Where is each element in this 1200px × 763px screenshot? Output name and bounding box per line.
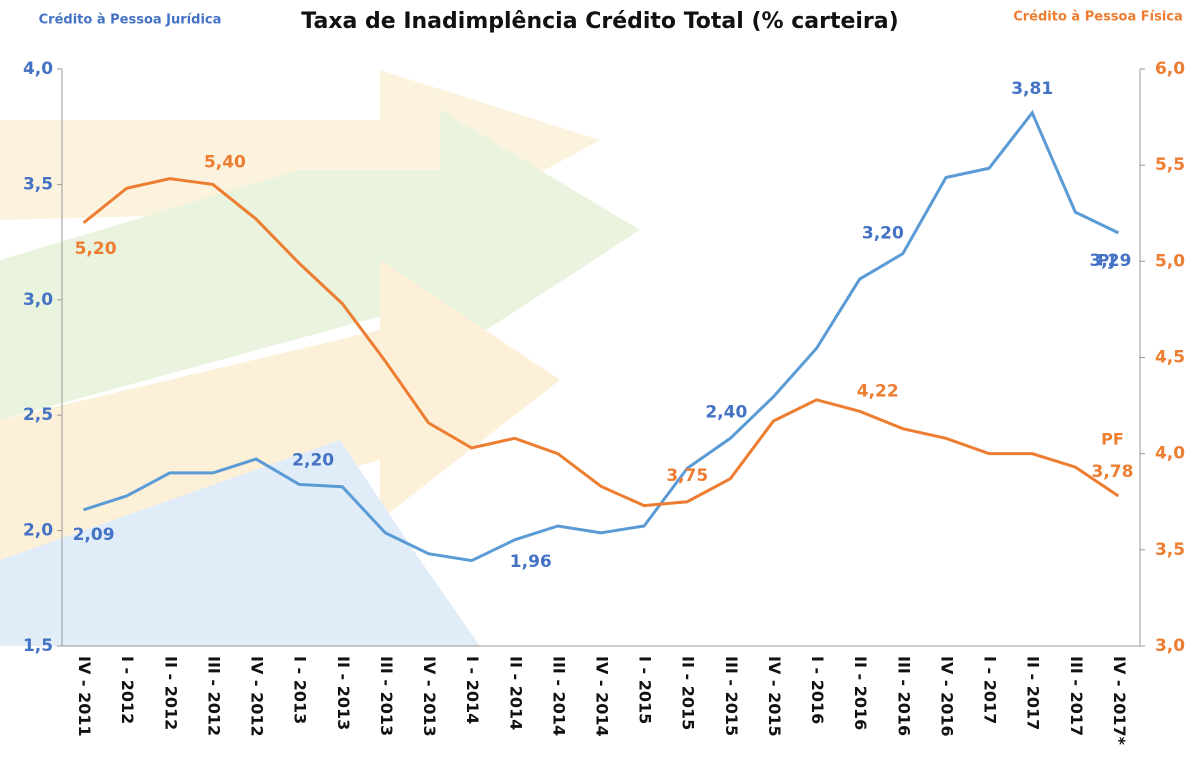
x-tick-label: I - 2013 xyxy=(291,656,310,724)
data-label: 2,20 xyxy=(292,450,334,470)
y2-axis-title: Crédito à Pessoa Física xyxy=(1013,10,1183,25)
x-tick-label: III - 2015 xyxy=(722,656,741,736)
x-tick-label: II - 2017 xyxy=(1024,656,1043,730)
y2-tick-label: 5,5 xyxy=(1155,155,1185,175)
y-tick-label: 2,0 xyxy=(23,521,53,541)
y-tick-label: 4,0 xyxy=(23,59,53,79)
x-tick-label: IV - 2014 xyxy=(593,656,612,737)
y2-tick-label: 5,0 xyxy=(1155,251,1185,271)
y2-tick-label: 4,5 xyxy=(1155,348,1185,368)
data-label: 3,75 xyxy=(666,466,708,486)
data-label: 3,81 xyxy=(1011,79,1053,99)
data-label: 3,78 xyxy=(1091,462,1133,482)
data-label: 2,09 xyxy=(73,525,115,545)
x-tick-label: II - 2013 xyxy=(334,656,353,730)
x-tick-label: IV - 2013 xyxy=(420,656,439,737)
chart: Taxa de Inadimplência Crédito Total (% c… xyxy=(0,0,1200,759)
x-tick-label: IV - 2012 xyxy=(248,656,267,737)
y-tick-label: 3,0 xyxy=(23,290,53,310)
x-tick-label: I - 2012 xyxy=(118,656,137,724)
y-tick-label: 3,5 xyxy=(23,174,53,194)
x-tick-label: I - 2014 xyxy=(463,656,482,724)
x-tick-label: II - 2012 xyxy=(161,656,180,730)
x-tick-label: I - 2017 xyxy=(981,656,1000,724)
y-tick-label: 2,5 xyxy=(23,405,53,425)
x-tick-label: III - 2017 xyxy=(1067,656,1086,736)
data-label: 1,96 xyxy=(510,552,552,572)
series-name: PJ xyxy=(1098,250,1116,269)
data-label: 4,22 xyxy=(857,381,899,401)
x-tick-label: I - 2016 xyxy=(808,656,827,724)
data-label: 5,20 xyxy=(75,239,117,259)
x-tick-label: I - 2015 xyxy=(636,656,655,724)
x-tick-label: IV - 2015 xyxy=(765,656,784,737)
x-tick-label: II - 2015 xyxy=(679,656,698,730)
x-tick-label: II - 2014 xyxy=(506,656,525,730)
y2-tick-label: 3,5 xyxy=(1155,540,1185,560)
y2-tick-label: 3,0 xyxy=(1155,636,1185,656)
y2-tick-label: 4,0 xyxy=(1155,444,1185,464)
y2-tick-label: 6,0 xyxy=(1155,59,1185,79)
x-tick-label: III - 2016 xyxy=(894,656,913,736)
y-tick-label: 1,5 xyxy=(23,636,53,656)
y-axis-title: Crédito à Pessoa Jurídica xyxy=(39,13,222,28)
x-tick-label: IV - 2011 xyxy=(75,656,94,737)
data-label: 5,40 xyxy=(204,152,246,172)
series-name: PF xyxy=(1101,429,1124,448)
x-tick-label: III - 2013 xyxy=(377,656,396,736)
chart-title: Taxa de Inadimplência Crédito Total (% c… xyxy=(301,9,898,34)
data-label: 3,20 xyxy=(862,224,904,244)
x-tick-label: II - 2016 xyxy=(851,656,870,730)
x-tick-label: III - 2012 xyxy=(204,656,223,736)
x-tick-label: III - 2014 xyxy=(549,656,568,736)
x-tick-label: IV - 2016 xyxy=(937,656,956,737)
x-tick-label: IV - 2017* xyxy=(1110,656,1129,746)
data-label: 2,40 xyxy=(705,402,747,422)
